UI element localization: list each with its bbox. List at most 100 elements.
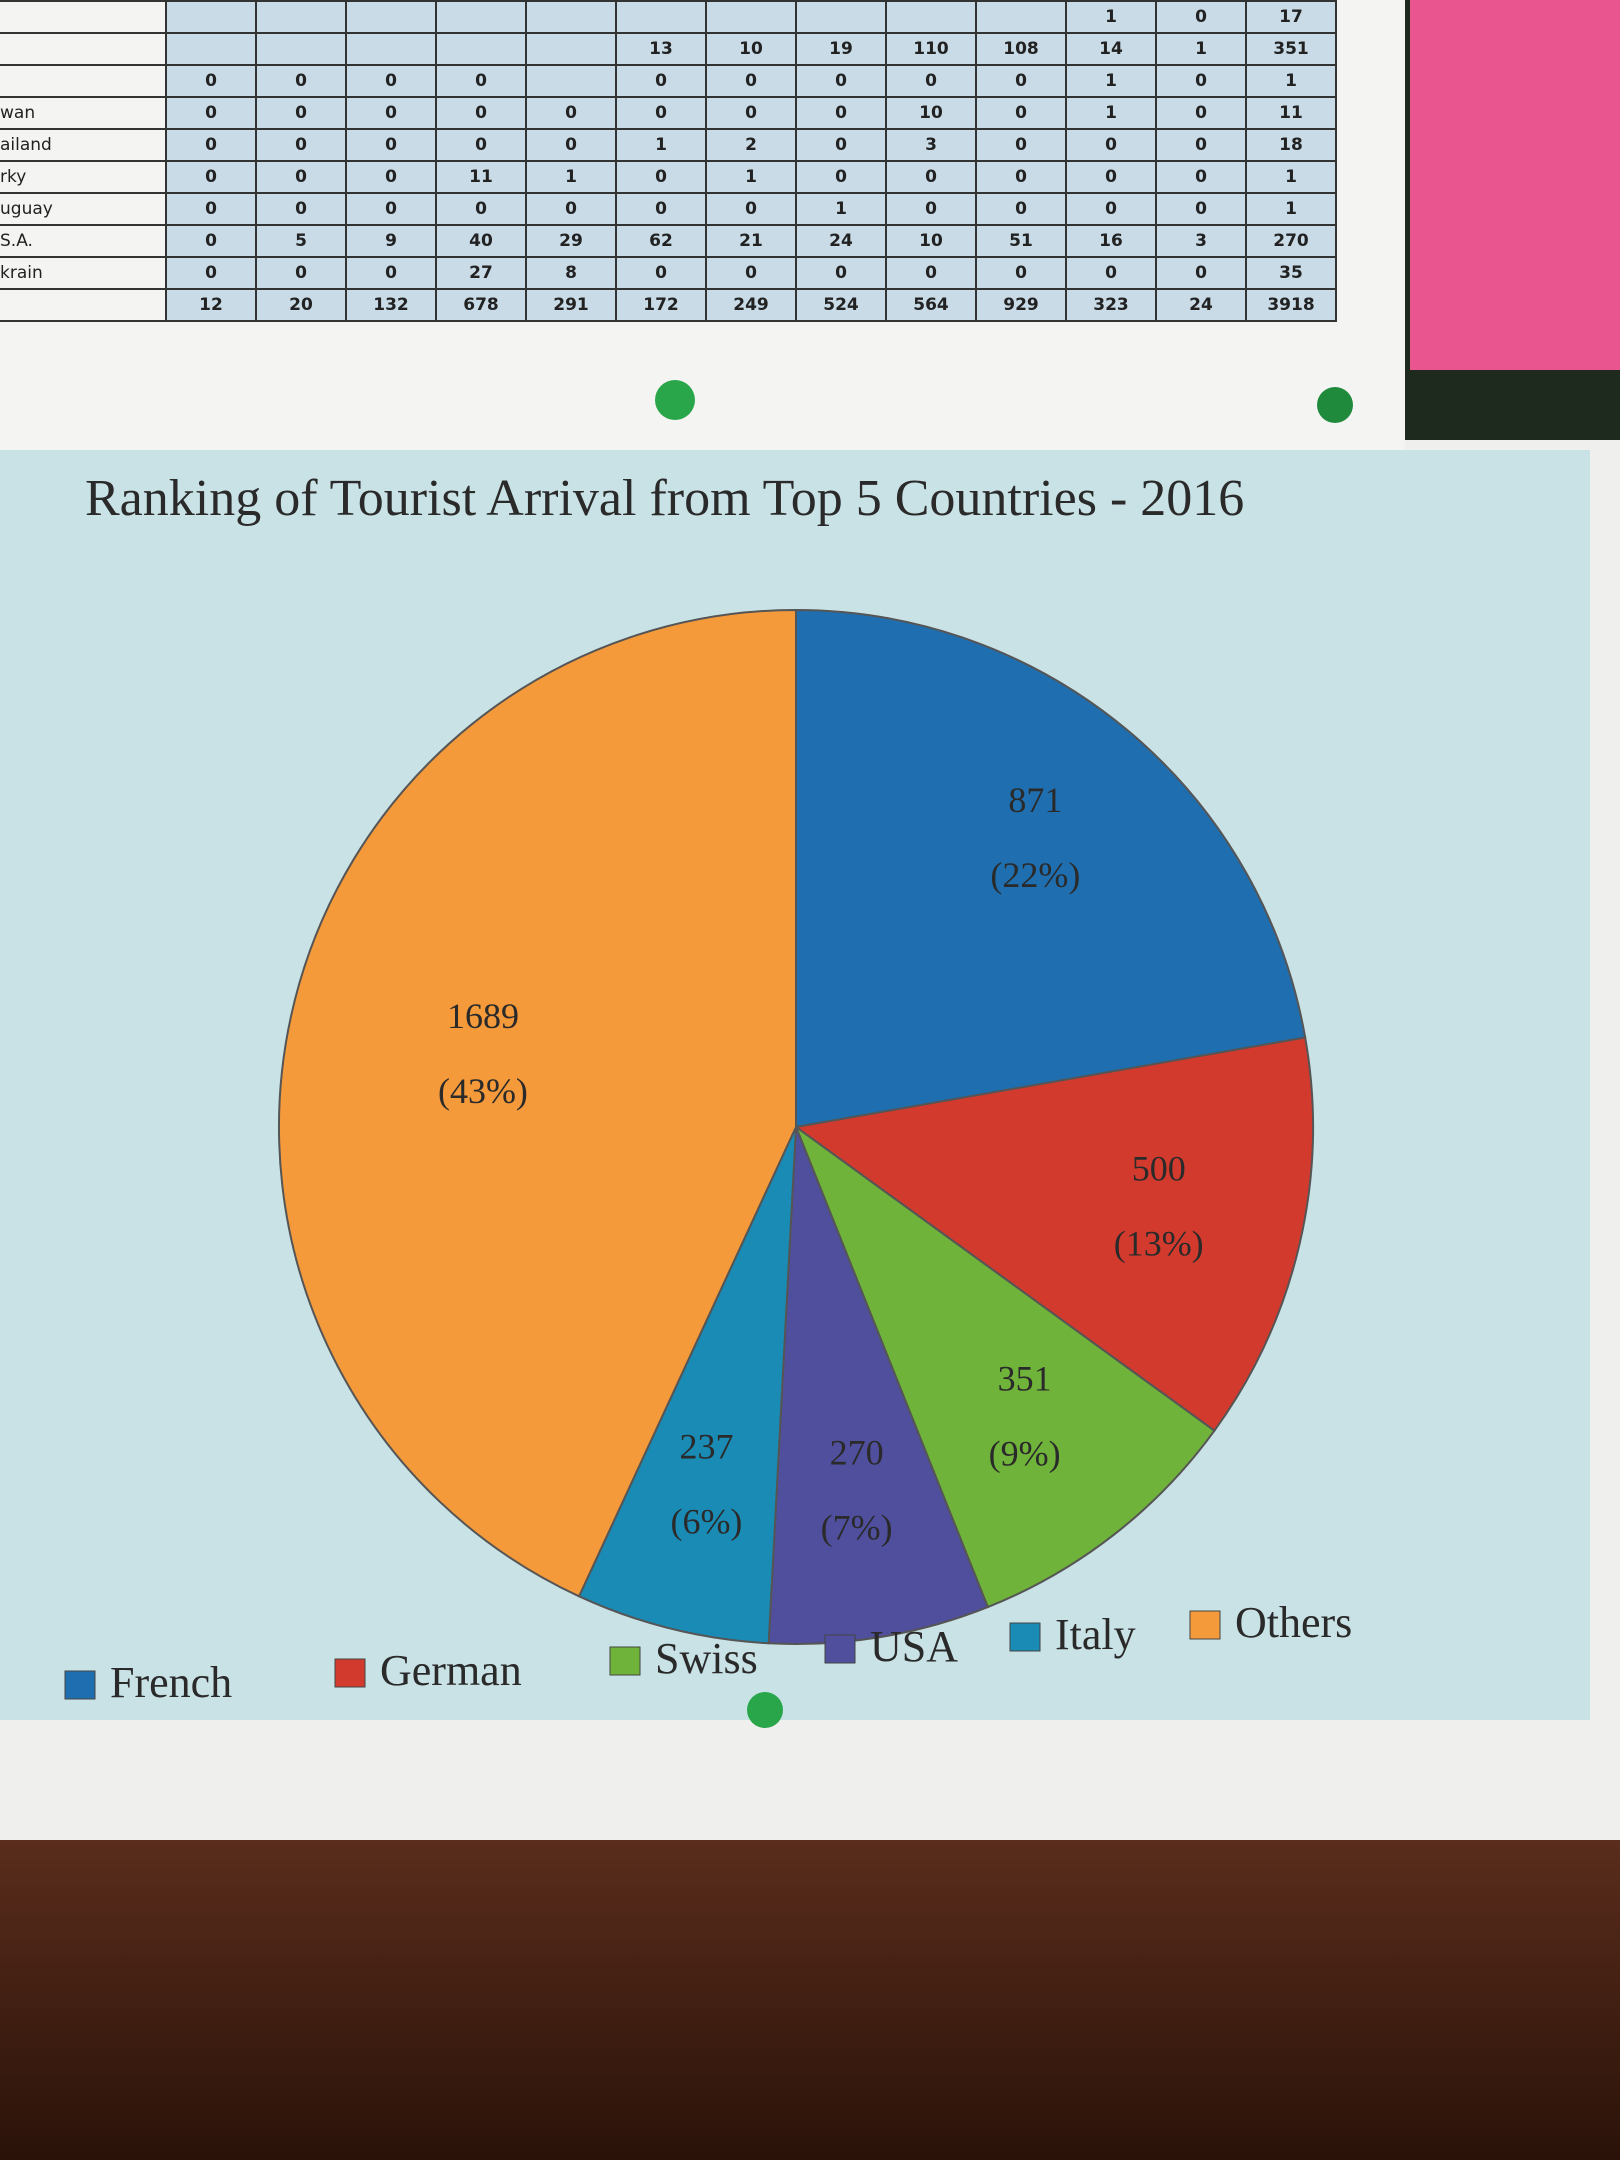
table-cell: 0: [255, 128, 347, 162]
table-cell: 0: [165, 160, 257, 194]
table-cell: 0: [975, 96, 1067, 130]
table-cell: 0: [975, 64, 1067, 98]
table-cell: 524: [795, 288, 887, 322]
table-cell: 249: [705, 288, 797, 322]
data-label: 237: [679, 1426, 733, 1466]
table-row: rky 0 0 0 11 1 0 1 0 0 0 0 0 1: [0, 160, 1337, 194]
table-cell: [255, 0, 347, 34]
table-cell: [795, 0, 887, 34]
table-cell: 0: [1065, 128, 1157, 162]
table-cell: 0: [1065, 192, 1157, 226]
row-label: [0, 0, 167, 34]
table-cell: 5: [255, 224, 347, 258]
percent-label: (9%): [989, 1434, 1061, 1474]
table-cell: 0: [345, 64, 437, 98]
table-cell: 108: [975, 32, 1067, 66]
row-label: [0, 64, 167, 98]
table-cell: 9: [345, 224, 437, 258]
data-label: 1689: [447, 996, 519, 1036]
table-cell: 35: [1245, 256, 1337, 290]
table-cell: 0: [615, 192, 707, 226]
table-cell: 0: [1155, 0, 1247, 34]
percent-label: (13%): [1114, 1224, 1204, 1264]
table-cell: 0: [795, 160, 887, 194]
table-cell: [525, 64, 617, 98]
legend-swatch: [609, 1646, 641, 1676]
table-row: uguay 0 0 0 0 0 0 0 1 0 0 0 0 1: [0, 192, 1337, 226]
table-cell: 323: [1065, 288, 1157, 322]
table-cell: 1: [615, 128, 707, 162]
table-row: wan 0 0 0 0 0 0 0 0 10 0 1 0 11: [0, 96, 1337, 130]
table-cell: 0: [885, 192, 977, 226]
table-cell: 1: [1245, 64, 1337, 98]
table-cell: [435, 32, 527, 66]
table-cell: 0: [255, 192, 347, 226]
table-cell: [165, 32, 257, 66]
wood-shelf: [0, 1840, 1620, 2160]
pie-slice: [277, 608, 797, 1598]
table-cell: 0: [705, 64, 797, 98]
data-table: 1 0 17 13 10 19 110 108 14 1 351 0 0 0 0 0 0 0 0 0 1 0 1 wan 0 0 0…: [0, 0, 1337, 322]
table-cell: [525, 32, 617, 66]
table-cell: 0: [1155, 64, 1247, 98]
chart-title: Ranking of Tourist Arrival from Top 5 Co…: [85, 470, 1244, 527]
table-cell: 8: [525, 256, 617, 290]
table-row: S.A. 0 5 9 40 29 62 21 24 10 51 16 3 270: [0, 224, 1337, 258]
legend-swatch: [334, 1658, 366, 1688]
table-cell: 0: [1155, 256, 1247, 290]
row-label: rky: [0, 160, 167, 194]
table-cell: [885, 0, 977, 34]
pink-paper: [1410, 0, 1620, 370]
table-cell: 0: [1155, 96, 1247, 130]
pin: [1317, 387, 1353, 423]
pie-slice: [795, 608, 1307, 1129]
percent-label: (6%): [670, 1501, 742, 1541]
data-label: 270: [830, 1432, 884, 1472]
table-cell: 0: [165, 64, 257, 98]
table-cell: 564: [885, 288, 977, 322]
row-label: S.A.: [0, 224, 167, 258]
table-cell: [345, 0, 437, 34]
table-cell: 2: [705, 128, 797, 162]
percent-label: (22%): [990, 855, 1080, 895]
table-cell: 0: [615, 96, 707, 130]
table-cell: 0: [165, 192, 257, 226]
legend-swatch: [824, 1634, 856, 1664]
table-cell: [165, 0, 257, 34]
pie-slice: [577, 1126, 797, 1645]
table-cell: 3: [885, 128, 977, 162]
row-label: uguay: [0, 192, 167, 226]
table-cell: 1: [1065, 0, 1157, 34]
table-cell: 40: [435, 224, 527, 258]
table-cell: 678: [435, 288, 527, 322]
table-cell: 0: [435, 96, 527, 130]
table-cell: 0: [435, 128, 527, 162]
table-cell: [435, 0, 527, 34]
table-cell: 351: [1245, 32, 1337, 66]
table-cell: 0: [255, 96, 347, 130]
table-cell: 17: [1245, 0, 1337, 34]
table-cell: 29: [525, 224, 617, 258]
table-cell: 110: [885, 32, 977, 66]
table-cell: 291: [525, 288, 617, 322]
table-cell: [615, 0, 707, 34]
table-cell: [975, 0, 1067, 34]
table-cell: 0: [345, 192, 437, 226]
legend-label: Others: [1235, 1598, 1352, 1647]
table-cell: 1: [525, 160, 617, 194]
legend-swatch: [64, 1670, 96, 1700]
table-cell: 0: [795, 64, 887, 98]
legend-swatch: [1189, 1610, 1221, 1640]
table-cell: [345, 32, 437, 66]
table-cell: 12: [165, 288, 257, 322]
table-cell: [525, 0, 617, 34]
table-cell: 0: [1155, 192, 1247, 226]
table-cell: 1: [1065, 64, 1157, 98]
table-cell: 0: [1155, 128, 1247, 162]
table-cell: 0: [795, 256, 887, 290]
table-cell: 3: [1155, 224, 1247, 258]
table-cell: 0: [795, 96, 887, 130]
data-label: 351: [998, 1359, 1052, 1399]
